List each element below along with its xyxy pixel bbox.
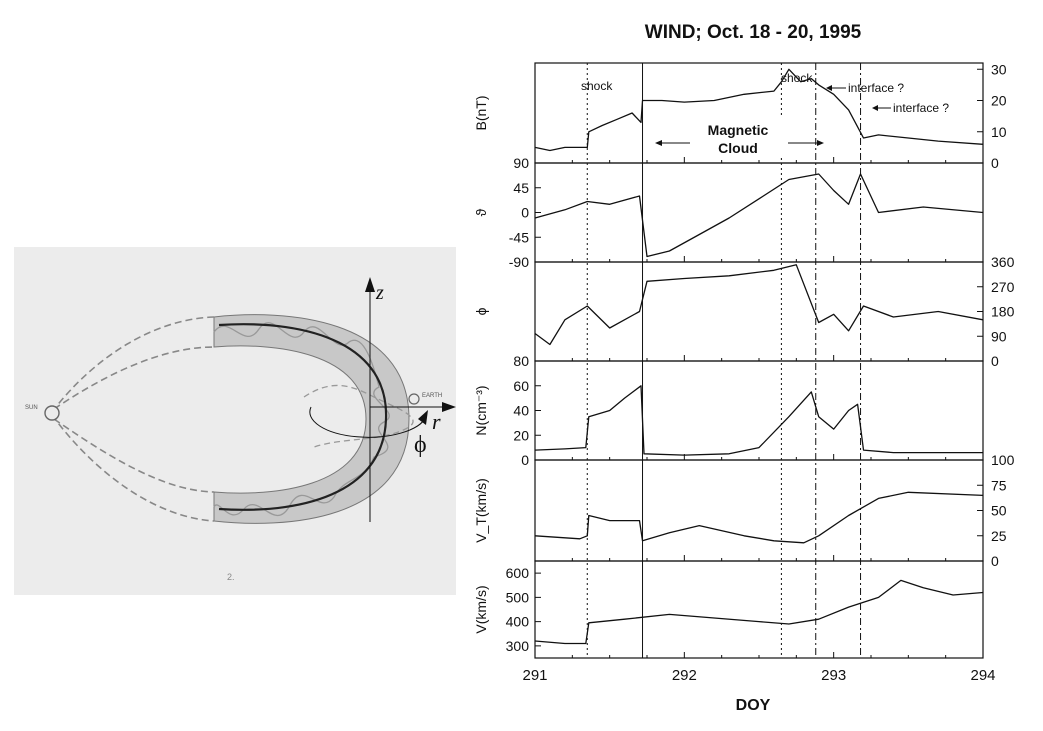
ytick-label-B-3: 30	[991, 61, 1007, 77]
event-lines-group	[586, 63, 862, 658]
ytick-label-phi-3: 270	[991, 279, 1015, 295]
ytick-label-theta-2: 0	[521, 205, 529, 221]
xtick-label-3: 294	[970, 667, 995, 684]
ytick-label-V-3: 600	[506, 565, 530, 581]
annotation-interface-1: interface ?	[848, 81, 904, 95]
panel-frame-phi	[534, 261, 984, 362]
ytick-label-N-1: 20	[513, 427, 529, 443]
annotation-interface-2-arrowhead-icon	[872, 105, 878, 111]
ylabel-N: N(cm⁻³)	[473, 385, 489, 435]
panel-VT: 0 25 50 75 100 V_T(km/s)	[473, 452, 1015, 569]
flux-rope-leg-inner-top	[53, 346, 215, 410]
panel-frame-V	[534, 560, 984, 659]
ylabel-phi: ϕ	[473, 307, 489, 315]
z-axis-arrow-icon	[365, 277, 375, 292]
ytick-label-V-1: 400	[506, 614, 530, 630]
ytick-label-phi-4: 360	[991, 254, 1015, 270]
ytick-label-VT-2: 50	[991, 503, 1007, 519]
panel-B: 0 10 20 30 B(nT)	[473, 61, 1007, 171]
magnetic-cloud-label-bg	[690, 118, 790, 158]
annotation-cloud: Cloud	[718, 140, 758, 156]
ytick-label-N-3: 60	[513, 378, 529, 394]
sun-label: SUN	[25, 405, 38, 411]
panel-frame-VT	[534, 459, 984, 562]
earth-circle	[408, 393, 420, 405]
annotation-shock-2: shock	[781, 71, 813, 85]
ytick-label-phi-0: 0	[991, 353, 999, 369]
ytick-label-N-0: 0	[521, 452, 529, 468]
ytick-label-B-2: 20	[991, 93, 1007, 109]
magnetic-cloud-arrowhead-left-icon	[655, 140, 662, 146]
annotation-magnetic: Magnetic	[708, 122, 769, 138]
panel-phi: 0 90 180 270 360 ϕ	[473, 254, 1015, 369]
panel-V: 300 400 500 600 V(km/s)	[473, 560, 984, 659]
panel-frame-N	[534, 360, 984, 461]
ytick-label-theta-0: -90	[509, 254, 529, 270]
series-line-phi	[534, 264, 984, 346]
sun-circle	[44, 405, 60, 421]
ylabel-V: V(km/s)	[473, 585, 489, 633]
z-axis-label: z	[375, 282, 384, 304]
phi-rotation-arc	[309, 406, 427, 438]
ytick-label-VT-4: 100	[991, 452, 1015, 468]
series-line-V	[534, 579, 984, 645]
ytick-label-theta-4: 90	[513, 155, 529, 171]
ytick-label-VT-1: 25	[991, 528, 1007, 544]
series-line-theta	[534, 173, 984, 258]
panel-frame-theta	[534, 162, 984, 263]
chart-title: WIND; Oct. 18 - 20, 1995	[645, 22, 862, 43]
ytick-label-B-0: 0	[991, 155, 999, 171]
annotation-shock-1: shock	[581, 79, 613, 93]
panels-group: 0 10 20 30 B(nT) -90 -45 0 45 90 ϑ 0 90 180 270 360 ϕ 0 20…	[473, 61, 1015, 659]
helical-field-line-2	[303, 384, 414, 448]
ylabel-VT: V_T(km/s)	[473, 478, 489, 543]
flux-rope-leg-inner-bottom	[53, 418, 215, 493]
r-axis-label: r	[432, 409, 441, 434]
annotation-interface-2: interface ?	[893, 101, 949, 115]
ytick-label-N-4: 80	[513, 353, 529, 369]
xtick-label-2: 293	[821, 667, 846, 684]
panel-N: 0 20 40 60 80 N(cm⁻³)	[473, 353, 984, 468]
ylabel-theta: ϑ	[473, 208, 489, 216]
wind-timeseries-chart: WIND; Oct. 18 - 20, 1995 0 10 20 30 B(nT) -90…	[473, 22, 1015, 714]
series-line-B	[534, 68, 984, 152]
ytick-label-phi-2: 180	[991, 304, 1015, 320]
xtick-label-1: 292	[672, 667, 697, 684]
ytick-label-VT-3: 75	[991, 477, 1007, 493]
x-axis-group: 291 292 293 294	[522, 667, 995, 684]
r-axis-arrow-icon	[442, 402, 456, 412]
ytick-label-N-2: 40	[513, 403, 529, 419]
x-axis-label: DOY	[736, 697, 771, 714]
ytick-label-V-0: 300	[506, 638, 530, 654]
page-number: 2.	[227, 572, 235, 582]
panel-theta: -90 -45 0 45 90 ϑ	[473, 155, 984, 270]
ytick-label-theta-1: -45	[509, 229, 529, 245]
helical-field-line	[213, 322, 390, 516]
ytick-label-V-2: 500	[506, 589, 530, 605]
phi-label: ϕ	[414, 432, 427, 458]
xtick-label-0: 291	[522, 667, 547, 684]
annotation-interface-1-arrowhead-icon	[826, 85, 832, 91]
ytick-label-B-1: 10	[991, 124, 1007, 140]
ytick-label-theta-3: 45	[513, 180, 529, 196]
flux-rope-leg-outer-bottom	[51, 414, 215, 522]
earth-label: EARTH	[422, 393, 442, 399]
series-line-VT	[534, 491, 984, 544]
flux-rope-axis	[218, 323, 388, 511]
ylabel-B: B(nT)	[473, 96, 489, 131]
ytick-label-VT-0: 0	[991, 553, 999, 569]
flux-rope-leg-outer-top	[51, 316, 215, 413]
series-line-N	[534, 385, 983, 456]
flux-rope-diagram: SUN EARTH z r ϕ 2.	[14, 247, 456, 595]
phi-arrow-icon	[418, 410, 428, 425]
magnetic-cloud-arrowhead-right-icon	[817, 140, 824, 146]
ytick-label-phi-1: 90	[991, 328, 1007, 344]
